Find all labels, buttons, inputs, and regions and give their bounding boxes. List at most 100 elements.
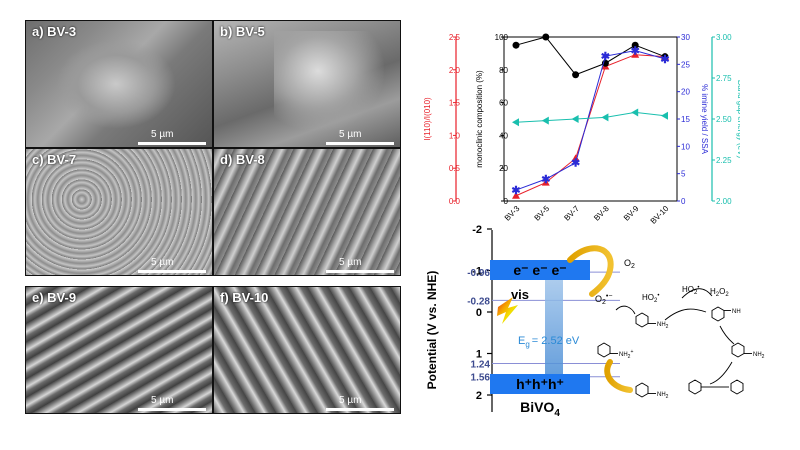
sem-panel-f: f) BV-10 5 µm [213,286,401,414]
hydroperoxyl-label: HO2• [642,293,659,304]
reaction-arrow-3 [719,325,735,345]
ratio-point [512,191,520,199]
bandgap-point [631,108,639,117]
conduction-band-electrons: e⁻ e⁻ e⁻ [513,262,566,278]
benzylamine-cation: NH2+ [597,342,633,360]
scale-bar [326,270,394,273]
potential-tick-label: -2 [472,224,482,236]
hydroperoxyl-label-2: HO2• [682,285,699,296]
panel-label: c) BV-7 [32,152,77,167]
imine-tick-label: 10 [681,142,690,151]
benzylamine: NH2 [635,382,669,400]
scale-bar [138,408,206,411]
monoclinic-point [512,41,520,49]
bandgap-point [601,113,609,122]
imine-tick-label: 20 [681,88,690,97]
superoxide-label: O2•− [595,293,612,306]
material-label: BiVO4 [520,399,560,419]
hydroperoxyl-arrow [681,288,713,299]
bandgap-series-line [515,111,666,123]
cation-amine-label: NH2+ [619,349,633,360]
monoclinic-point [542,33,550,41]
potential-tick-label: 1 [476,349,482,361]
potential-level-label: -0.96 [467,268,490,279]
panel-label: f) BV-10 [220,290,269,305]
panel-label: b) BV-5 [220,24,265,39]
imine-axis-title: % imine yield / SSA [700,84,709,154]
conduction-band [490,260,590,280]
reagent-amine-label: NH2 [753,352,765,360]
visible-light-icon [497,297,518,324]
imine-point: ✱ [631,46,640,58]
ratio-tick-label: 0.5 [449,164,461,173]
monoclinic-tick-label: 40 [499,131,508,140]
scale-label: 5 µm [151,129,174,140]
reaction-arrow-2 [664,308,707,321]
potential-level-label: 1.56 [471,373,491,384]
ratio-point [541,178,550,186]
potential-tick-label: 0 [476,307,482,319]
scale-bar [138,142,206,145]
benzaldimine: NH [711,306,741,322]
o2-label: O2 [624,258,635,270]
imine-point: ✱ [660,54,669,66]
bandgap-point [661,111,668,120]
potential-level-label: 1.24 [471,359,491,370]
monoclinic-tick-label: 20 [499,164,508,173]
band-gap-label: Eg = 2.52 eV [518,335,580,349]
imine-series-line [515,50,666,191]
ratio-point [571,154,580,162]
sem-panel-c: c) BV-7 5 µm [25,148,213,276]
bandgap-tick-label: 2.50 [716,115,732,124]
potential-level-label: -0.28 [467,296,490,307]
imine-point: ✱ [541,174,550,186]
imine-nh-label: NH [732,309,741,315]
amine-oxidation-arrow [604,359,633,393]
sem-panel-d: d) BV-8 5 µm [213,148,401,276]
ratio-tick-label: 0.0 [449,197,461,206]
scale-bar [138,270,206,273]
reaction-arrow-4 [709,361,733,385]
monoclinic-point [631,41,639,49]
potential-tick-label: -1 [472,266,482,278]
bandgap-point [541,116,549,125]
imine-tick-label: 5 [681,170,686,179]
bandgap-tick-label: 2.25 [716,156,732,165]
reaction-arrow-1 [615,305,636,315]
panel-label: e) BV-9 [32,290,77,305]
imine-point: ✱ [601,51,610,63]
sem-image [26,287,212,413]
category-label: BV-8 [592,204,611,223]
sem-texture [274,31,384,131]
monoclinic-axis-title: monoclinic composition (%) [475,70,484,168]
imine-tick-label: 30 [681,33,690,42]
monoclinic-tick-label: 80 [499,66,508,75]
o2-reduction-arrow [567,245,614,297]
scale-label: 5 µm [151,257,174,268]
ratio-point [631,50,640,58]
ratio-tick-label: 2.0 [449,66,461,75]
benzylamine-label: NH2 [657,392,669,400]
scale-label: 5 µm [339,129,362,140]
imine-tick-label: 25 [681,60,690,69]
category-label: BV-7 [562,204,581,223]
category-label: BV-9 [622,204,641,223]
monoclinic-series-line [515,36,666,76]
scale-label: 5 µm [339,395,362,406]
monoclinic-tick-label: 0 [504,197,509,206]
potential-tick-label: 2 [476,390,482,402]
sem-image [26,149,212,275]
category-label: BV-5 [533,204,552,223]
ratio-series-line [515,54,666,197]
bandgap-tick-label: 2.00 [716,197,732,206]
scale-label: 5 µm [339,257,362,268]
sem-panel-b: b) BV-5 5 µm [213,20,401,148]
monoclinic-tick-label: 60 [499,99,508,108]
bandgap-point [571,115,579,123]
sem-texture [56,39,176,129]
sem-image [214,287,400,413]
benzyl-radical-label: NH2 [657,322,669,330]
sem-panel-e: e) BV-9 5 µm [25,286,213,414]
monoclinic-tick-label: 100 [495,33,509,42]
ratio-tick-label: 1.0 [449,131,461,140]
